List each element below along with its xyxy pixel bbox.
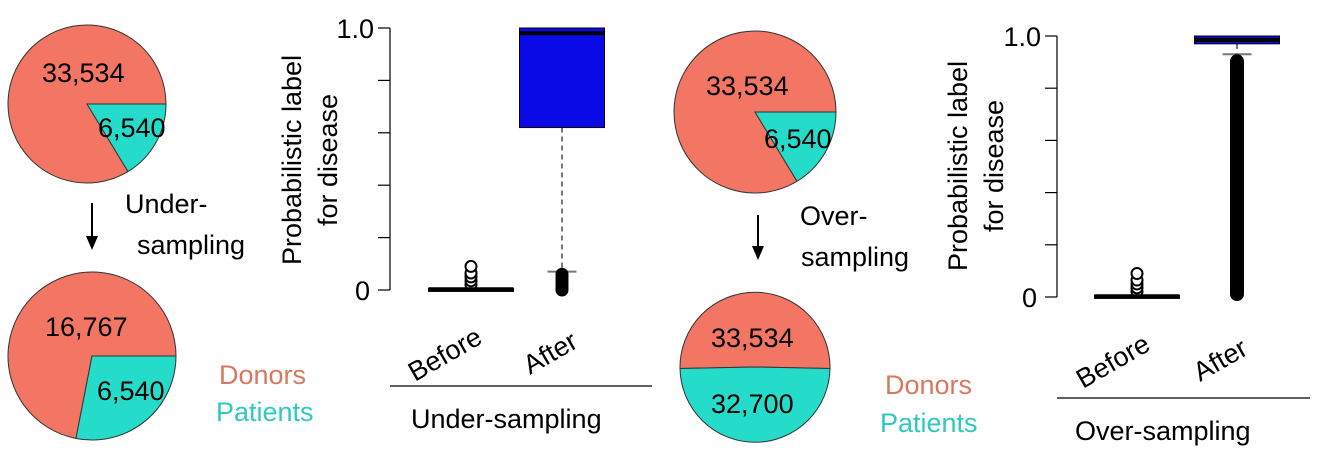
y-tick-label: 0 xyxy=(355,276,370,306)
y-axis-label-line2: for disease xyxy=(313,94,343,226)
x-tick-label: Before xyxy=(403,321,487,387)
y-axis-label-line1: Probabilistic label xyxy=(277,55,307,265)
pie-slice-patients xyxy=(754,111,837,182)
pie-label-donors: 33,534 xyxy=(42,58,125,88)
pie-oversampling-after: 33,534 32,700 xyxy=(679,291,831,443)
arrow-label-line2: sampling xyxy=(137,230,245,260)
y-axis-label-line2: for disease xyxy=(979,100,1009,232)
arrow-label-line1: Over- xyxy=(800,201,868,231)
x-tick-labels: Before After xyxy=(1071,328,1252,394)
boxplot-marks xyxy=(428,27,605,297)
box-before xyxy=(1094,267,1180,299)
outlier-point xyxy=(555,267,569,281)
arrow-label-line2: sampling xyxy=(801,242,909,272)
boxplot-undersampling: Probabilistic label for disease 01.0 Bef… xyxy=(277,14,652,434)
pie-slice-donors xyxy=(673,30,837,194)
x-tick-label: Before xyxy=(1071,328,1155,394)
y-tick-label: 1.0 xyxy=(1003,22,1041,52)
box-body xyxy=(519,27,605,129)
box-before xyxy=(428,259,514,292)
legend-donors: Donors xyxy=(219,360,306,390)
pie-label-donors: 33,534 xyxy=(711,323,794,353)
pie-label-patients: 6,540 xyxy=(97,376,165,406)
x-axis-title: Over-sampling xyxy=(1075,416,1251,446)
pie-slice-patients xyxy=(679,366,831,443)
arrow-head xyxy=(86,236,98,250)
y-axis: 01.0 xyxy=(1003,22,1058,313)
pie-slice-donors xyxy=(679,291,831,370)
pie-undersampling-after: 16,767 6,540 xyxy=(7,271,177,441)
legend-patients: Patients xyxy=(880,408,978,438)
x-axis-title: Under-sampling xyxy=(411,404,602,434)
box-after xyxy=(519,27,605,297)
pie-label-donors: 33,534 xyxy=(706,71,789,101)
y-tick-label: 1.0 xyxy=(336,14,374,44)
boxplot-oversampling: Probabilistic label for disease 01.0 Bef… xyxy=(943,22,1310,446)
pie-slice-donors xyxy=(7,271,177,440)
pie-label-patients: 6,540 xyxy=(764,124,832,154)
legend-patients: Patients xyxy=(216,397,314,427)
pie-oversampling-before: 33,534 6,540 xyxy=(673,30,837,194)
arrow-undersampling: Under- sampling xyxy=(86,189,245,260)
pie-slice-patients xyxy=(75,355,177,441)
outlier-band xyxy=(1230,54,1244,301)
pie-label-patients: 32,700 xyxy=(711,389,794,419)
pie-label-patients: 6,540 xyxy=(98,113,166,143)
x-tick-labels: Before After xyxy=(403,321,582,387)
y-axis-label-line1: Probabilistic label xyxy=(943,61,973,271)
outlier-point xyxy=(1130,267,1144,281)
arrow-head xyxy=(752,246,764,260)
arrow-oversampling: Over- sampling xyxy=(752,201,909,272)
x-tick-label: After xyxy=(518,326,582,380)
arrow-label-line1: Under- xyxy=(125,189,208,219)
pie-label-donors: 16,767 xyxy=(45,312,128,342)
x-tick-label: After xyxy=(1188,333,1252,387)
outlier-point xyxy=(464,259,478,273)
boxplot-marks xyxy=(1094,35,1280,301)
y-axis: 01.0 xyxy=(336,14,391,306)
legend-donors: Donors xyxy=(885,370,972,400)
pie-slice-patients xyxy=(86,103,167,173)
box-after xyxy=(1194,35,1280,301)
pie-undersampling-before: 33,534 6,540 xyxy=(7,24,167,184)
y-tick-label: 0 xyxy=(1022,283,1037,313)
